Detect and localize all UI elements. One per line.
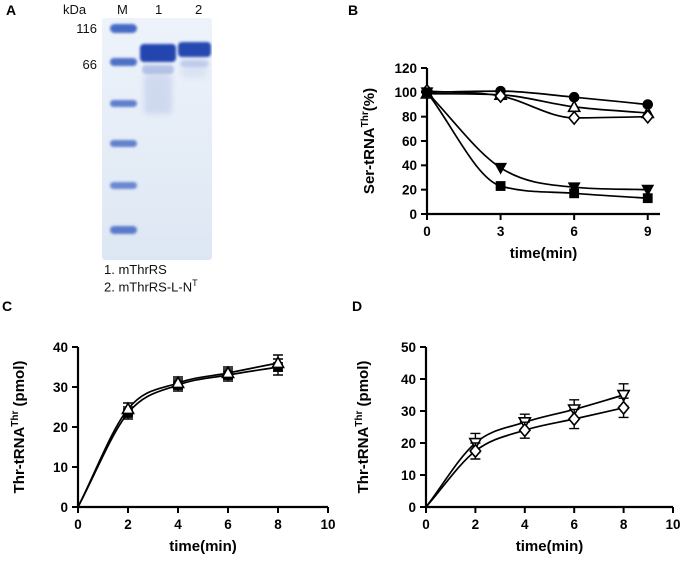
x-tick-label: 4: [174, 517, 182, 532]
gel-smear: [144, 74, 172, 114]
series-curve-open-triangle: [426, 92, 648, 114]
y-axis-label: Thr-tRNAThr (pmol): [354, 361, 372, 494]
gel-marker-band: [110, 140, 137, 147]
y-tick-label: 80: [402, 109, 417, 124]
gel-marker-band: [110, 58, 137, 66]
x-tick-label: 3: [497, 224, 505, 239]
x-tick-label: 10: [320, 517, 335, 532]
y-tick-label: 40: [53, 340, 68, 355]
series-curve-filled-circle: [426, 90, 648, 106]
y-axis-label: Ser-tRNAThr(%): [360, 88, 378, 194]
data-point-filled-inverted-triangle: [641, 184, 655, 197]
data-point-open-diamond: [641, 109, 654, 125]
x-tick-label: 6: [570, 224, 578, 239]
data-point-open-inverted-triangle: [616, 389, 631, 403]
gel-caption-line2-base: 2. mThrRS-L-N: [104, 279, 193, 295]
data-point-filled-square: [642, 193, 653, 204]
series-curve-open-inverted-triangle: [425, 394, 624, 508]
series-curve-open-diamond: [426, 90, 648, 119]
y-tick-label: 0: [60, 500, 68, 515]
x-tick-label: 10: [665, 517, 680, 532]
marker-weight-66: 66: [82, 57, 97, 72]
x-axis-label: time(min): [510, 245, 578, 262]
y-tick-label: 10: [401, 468, 416, 483]
data-point-open-triangle: [271, 355, 285, 369]
x-tick-label: 8: [620, 517, 628, 532]
panel-b-label: B: [348, 2, 359, 18]
y-tick-label: 40: [402, 158, 417, 173]
gel-marker-band: [110, 182, 137, 189]
chart-thr-trna-aminoacylation-c: 0 10 20 30 40 0 2 4 6 8 10 time(min) Thr-tRNAThr (pm…: [10, 340, 336, 555]
gel-caption-line2-sup: T: [192, 278, 198, 288]
gel-protein-band: [140, 44, 176, 62]
data-point-filled-square: [569, 188, 580, 199]
y-axis-label: Thr-tRNAThr (pmol): [10, 361, 28, 494]
y-tick-label: 50: [401, 340, 416, 355]
y-tick-label: 40: [401, 372, 416, 387]
gel-marker-band: [110, 226, 137, 234]
data-point-open-triangle: [171, 375, 185, 389]
series-curve-filled-inverted-triangle: [426, 91, 648, 191]
data-point-open-diamond: [617, 400, 630, 416]
data-point-open-diamond: [567, 411, 581, 427]
data-point-open-diamond: [494, 88, 507, 104]
x-tick-label: 6: [224, 517, 232, 532]
gel-protein-band: [178, 42, 211, 57]
gel-lane-label-m: M: [117, 2, 128, 17]
data-point-open-diamond: [469, 443, 482, 459]
data-point-open-triangle: [121, 401, 135, 415]
kda-unit-label: kDa: [63, 2, 87, 17]
panel-a-label: A: [6, 2, 17, 18]
y-tick-label: 10: [53, 460, 68, 475]
x-axis-label: time(min): [169, 538, 237, 555]
data-point-filled-inverted-triangle: [567, 182, 581, 195]
y-tick-label: 30: [401, 404, 416, 419]
axes: [424, 347, 673, 509]
gel-marker-band: [110, 24, 137, 33]
panel-c-label: C: [2, 298, 13, 314]
y-tick-label: 20: [401, 436, 416, 451]
x-axis-label: time(min): [516, 538, 584, 555]
y-tick-label: 0: [408, 500, 416, 515]
y-tick-label: 20: [402, 182, 417, 197]
data-point-open-diamond: [567, 110, 581, 126]
panel-d-label: D: [352, 298, 363, 314]
data-point-filled-square: [495, 181, 506, 191]
x-tick-label: 6: [570, 517, 578, 532]
marker-weight-116: 116: [76, 21, 97, 36]
x-tick-label: 0: [423, 224, 431, 239]
x-tick-label: 0: [422, 517, 430, 532]
x-tick-label: 8: [274, 517, 282, 532]
gel-lane-label-1: 1: [155, 2, 163, 17]
y-tick-label: 0: [409, 207, 417, 222]
data-point-open-diamond: [518, 422, 532, 438]
y-tick-label: 120: [394, 61, 417, 76]
data-point-filled-square: [422, 87, 432, 98]
y-tick-label: 30: [53, 380, 68, 395]
gel-caption-line1: 1. mThrRS: [104, 262, 167, 277]
x-tick-label: 2: [472, 517, 480, 532]
x-tick-label: 4: [521, 517, 529, 532]
data-point-filled-inverted-triangle: [494, 162, 508, 175]
y-tick-label: 20: [53, 420, 68, 435]
gel-image: [102, 18, 212, 260]
gel-background: [102, 18, 212, 260]
y-tick-label: 100: [394, 85, 417, 100]
chart-thr-trna-aminoacylation-d: 0 10 20 30 40 50 0 2 4 6 8 10 time(min) Thr-tRNAThr (…: [354, 340, 681, 555]
y-tick-label: 60: [402, 134, 417, 149]
gel-lane-label-2: 2: [195, 2, 203, 17]
series-curve-filled-square: [426, 91, 648, 200]
gel-marker-band: [110, 100, 137, 107]
chart-ser-trna-deacylation: 0 20 40 60 80 100 120 0 3 6 9 time(min) Ser-tRNAThr(…: [360, 61, 660, 262]
data-point-open-triangle: [221, 365, 235, 379]
x-tick-label: 9: [644, 224, 652, 239]
x-tick-label: 0: [74, 517, 82, 532]
gel-protein-band: [142, 65, 174, 74]
gel-protein-band: [180, 60, 209, 67]
gel-caption-line2: 2. mThrRS-L-NT: [104, 278, 198, 294]
x-tick-label: 2: [124, 517, 132, 532]
